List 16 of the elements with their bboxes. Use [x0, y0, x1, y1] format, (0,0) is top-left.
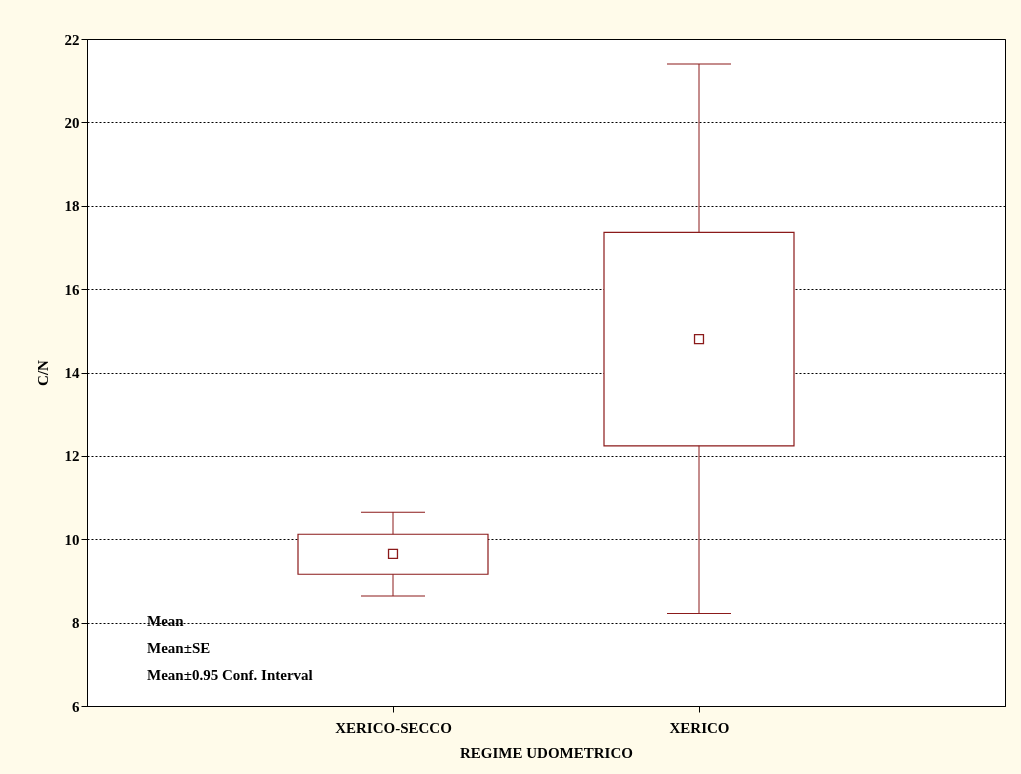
- y-tick-label: 20: [64, 114, 80, 131]
- y-tick-label: 12: [64, 448, 80, 465]
- annotation: Mean±SE: [147, 640, 211, 656]
- y-tick-label: 6: [72, 698, 80, 715]
- y-tick-label: 16: [64, 281, 80, 298]
- x-axis-title: REGIME UDOMETRICO: [460, 744, 633, 761]
- y-tick-label: 10: [64, 531, 80, 548]
- annotation: Mean±0.95 Conf. Interval: [147, 667, 313, 683]
- y-tick-label: 14: [64, 365, 80, 381]
- x-tick-label: XERICO-SECCO: [335, 719, 452, 736]
- y-tick-label: 22: [64, 31, 80, 48]
- y-axis-title: C/N: [34, 359, 51, 386]
- y-tick-label: 8: [72, 615, 80, 632]
- annotation: Mean: [147, 613, 185, 629]
- y-tick-label: 18: [64, 198, 80, 215]
- x-tick-label: XERICO: [669, 719, 730, 736]
